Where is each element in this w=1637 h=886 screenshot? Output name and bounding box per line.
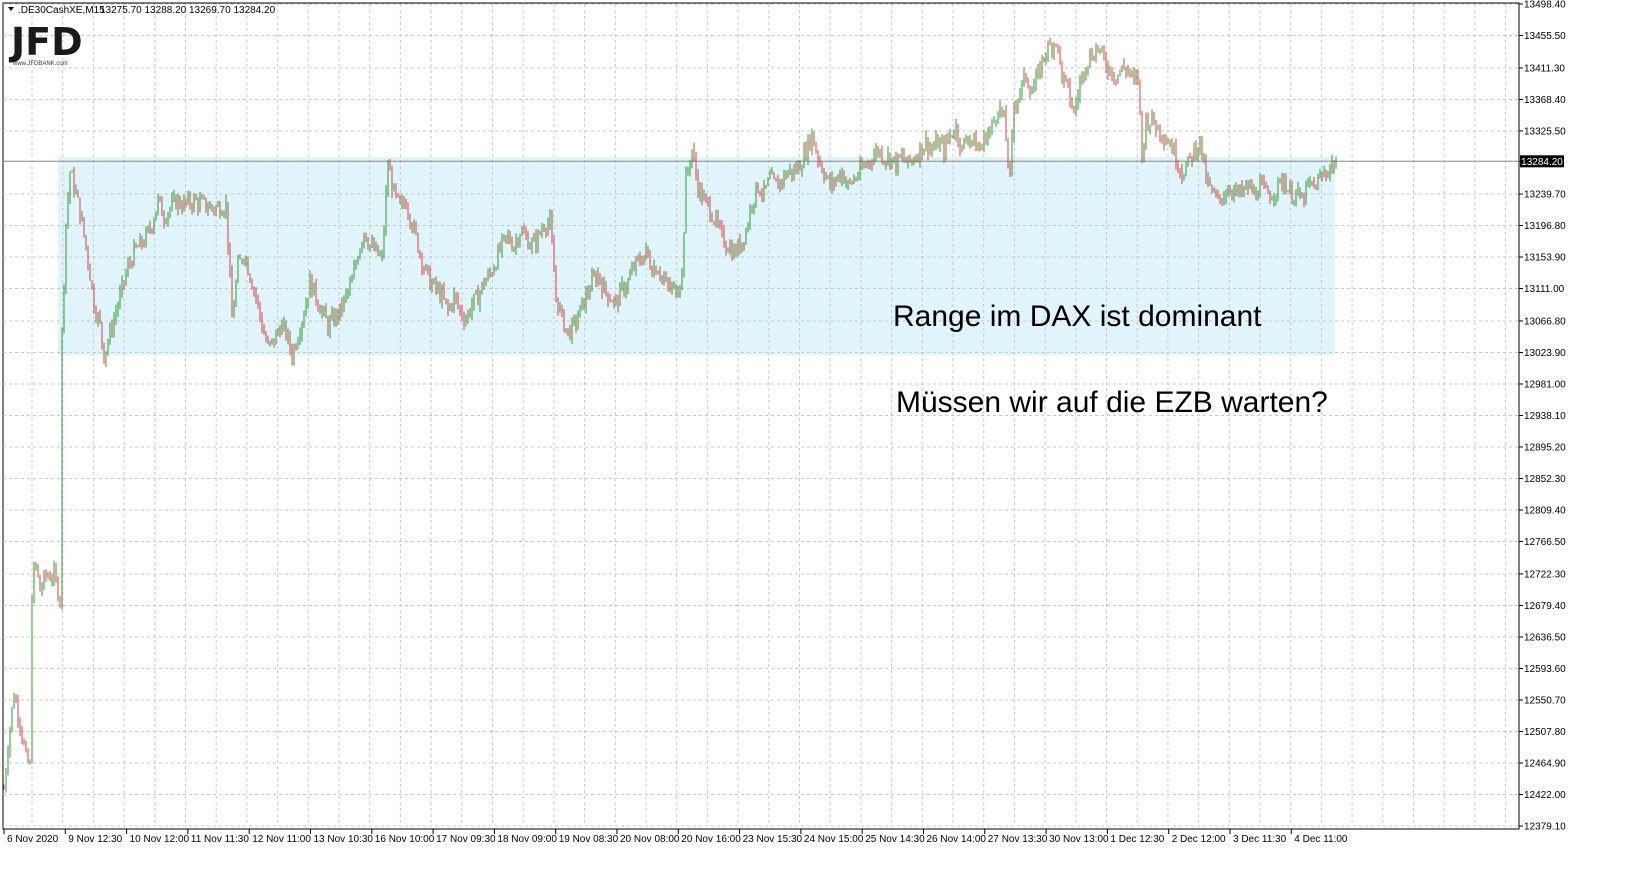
y-tick-label: 12981.00 [1524,379,1566,390]
y-tick-label: 12550.70 [1524,695,1566,706]
x-tick-label: 10 Nov 12:00 [130,834,190,845]
symbol-label: .DE30CashXE,M15 [18,5,105,16]
plot-area[interactable] [2,2,1520,830]
y-tick-label: 12422.00 [1524,790,1566,801]
svg-text:www.JFDBANK.com: www.JFDBANK.com [12,61,68,67]
y-tick-label: 12852.30 [1524,474,1566,485]
candles [3,37,1337,793]
annotation-range: Range im DAX ist dominant [893,300,1262,333]
x-tick-label: 20 Nov 16:00 [681,834,741,845]
y-tick-label: 13498.40 [1524,0,1566,11]
x-axis-ticks: 6 Nov 2020 9 Nov 12:30 10 Nov 12:00 11 Nov … [3,829,1348,845]
y-tick-label: 13111.00 [1524,284,1565,295]
y-tick-label: 13023.90 [1524,348,1566,359]
y-tick-label: 12593.60 [1524,664,1566,675]
x-tick-label: 1 Dec 12:30 [1110,834,1164,845]
x-tick-label: 2 Dec 12:00 [1172,834,1226,845]
y-tick-label: 13153.90 [1524,252,1566,263]
x-tick-label: 20 Nov 08:00 [620,834,680,845]
y-tick-label: 12722.30 [1524,569,1566,580]
x-tick-label: 3 Dec 11:30 [1233,834,1287,845]
y-tick-label: 12464.90 [1524,758,1566,769]
x-tick-label: 18 Nov 09:00 [497,834,557,845]
x-tick-label: 27 Nov 13:30 [988,834,1048,845]
y-axis-ticks: 13498.40 13455.50 13411.30 13368.40 13325.50… [1519,0,1566,833]
x-tick-label: 25 Nov 14:30 [865,834,925,845]
x-tick-label: 12 Nov 11:00 [252,834,311,845]
y-tick-label: 12938.10 [1524,411,1566,422]
x-tick-label: 17 Nov 09:30 [436,834,496,845]
svg-text:JFD: JFD [8,20,83,64]
y-tick-label: 12679.40 [1524,601,1566,612]
x-tick-label: 4 Dec 11:00 [1294,834,1348,845]
y-tick-label: 13196.80 [1524,221,1566,232]
y-tick-label: 12379.10 [1524,822,1566,833]
x-tick-label: 30 Nov 13:00 [1049,834,1109,845]
x-tick-label: 11 Nov 11:30 [191,834,249,845]
x-tick-label: 24 Nov 15:00 [804,834,864,845]
current-price-label: 13284.20 [1521,157,1563,168]
y-tick-label: 13066.80 [1524,316,1566,327]
range-zone [58,157,1335,356]
y-tick-label: 13325.50 [1524,126,1566,137]
x-tick-label: 6 Nov 2020 [7,834,59,845]
y-tick-label: 12507.80 [1524,727,1566,738]
x-tick-label: 19 Nov 08:30 [559,834,619,845]
y-tick-label: 12766.50 [1524,537,1566,548]
y-tick-label: 13411.30 [1524,63,1565,74]
y-tick-label: 13455.50 [1524,31,1566,42]
x-tick-label: 26 Nov 14:00 [927,834,987,845]
y-tick-label: 12809.40 [1524,505,1566,516]
x-tick-label: 9 Nov 12:30 [68,834,122,845]
ohlc-readout: 13275.70 13288.20 13269.70 13284.20 [100,5,276,16]
triangle-down-icon[interactable] [8,7,14,11]
annotation-ezb: Müssen wir auf die EZB warten? [896,386,1328,419]
jfd-logo: JFD www.JFDBANK.com [8,20,83,67]
y-tick-label: 12895.20 [1524,442,1566,453]
current-price-box: 13284.20 [1520,155,1564,168]
x-tick-label: 16 Nov 10:00 [375,834,435,845]
y-tick-label: 12636.50 [1524,632,1566,643]
x-tick-label: 23 Nov 15:30 [743,834,803,845]
y-tick-label: 13239.70 [1524,189,1566,200]
y-tick-label: 13368.40 [1524,95,1566,106]
x-tick-label: 13 Nov 10:30 [314,834,374,845]
